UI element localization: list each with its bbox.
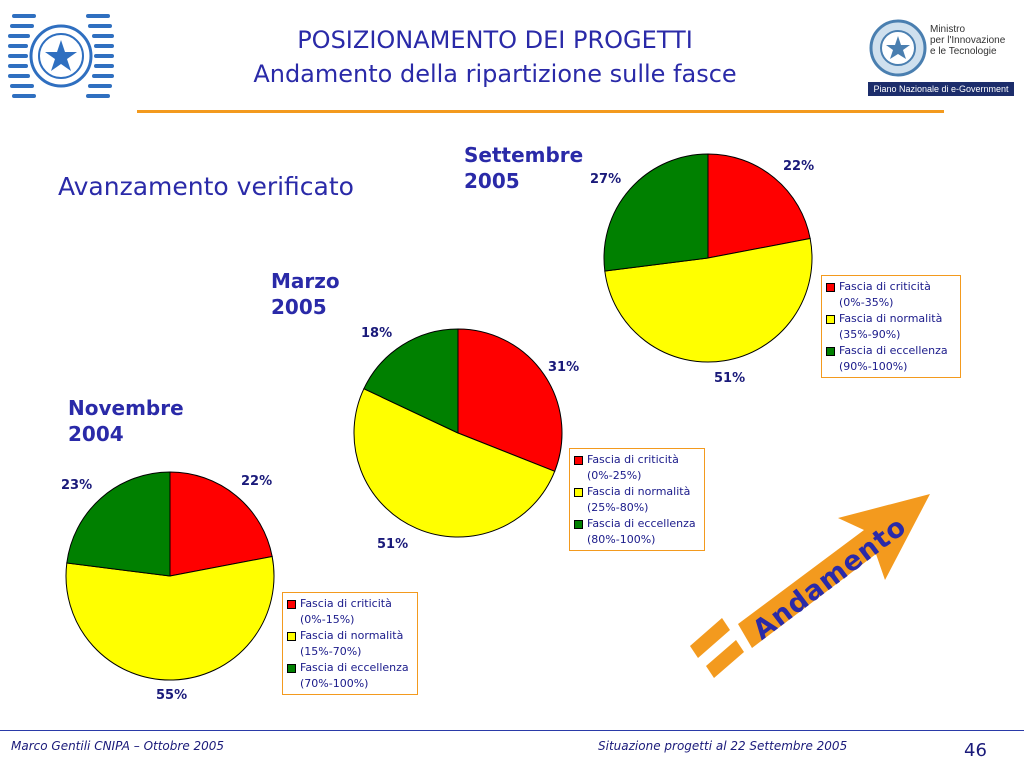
pie-chart-novembre-2004 (65, 471, 275, 681)
legend-range: (0%-35%) (839, 296, 894, 309)
chart-title-line: 2005 (271, 295, 327, 319)
ministry-seal-icon (869, 19, 927, 77)
data-label-normalita: 55% (156, 688, 188, 703)
legend-label: Fascia di eccellenza (587, 517, 696, 530)
pie-slice-criticita (169, 471, 273, 577)
legend-range: (80%-100%) (587, 533, 656, 546)
title-divider (137, 110, 944, 113)
legend-item: Fascia di normalità (35%-90%) (826, 311, 956, 343)
legend-range: (25%-80%) (587, 501, 649, 514)
page-subtitle: Andamento della ripartizione sulle fasce (253, 60, 737, 88)
legend-label: Fascia di criticità (587, 453, 679, 466)
legend-range: (90%-100%) (839, 360, 908, 373)
ministry-line-2: per l'Innovazione (930, 35, 1006, 46)
legend-swatch-red (574, 456, 583, 465)
pie-slice-normalita (353, 388, 556, 538)
trend-arrow-icon (690, 494, 930, 678)
legend-swatch-yellow (574, 488, 583, 497)
legend-label: Fascia di criticità (839, 280, 931, 293)
legend-label: Fascia di normalità (587, 485, 691, 498)
data-label-eccellenza: 27% (590, 172, 622, 187)
data-label-eccellenza: 23% (61, 478, 93, 493)
footer-status: Situazione progetti al 22 Settembre 2005 (598, 739, 848, 753)
pie-chart-settembre-2005 (603, 153, 813, 363)
legend-label: Fascia di normalità (839, 312, 943, 325)
legend-swatch-green (574, 520, 583, 529)
emblem-logo (8, 6, 114, 110)
ministry-line-3: e le Tecnologie (930, 46, 997, 57)
legend-label: Fascia di normalità (300, 629, 404, 642)
chart-legend-settembre-2005: Fascia di criticità (0%-35%) Fascia di no… (821, 275, 961, 378)
chart-title-settembre-2005: Settembre 2005 (464, 142, 583, 194)
footer-author: Marco Gentili CNIPA – Ottobre 2005 (11, 739, 225, 753)
egov-banner: Piano Nazionale di e-Government (868, 82, 1014, 96)
chart-title-line: Novembre (68, 396, 184, 420)
chart-title-marzo-2005: Marzo 2005 (271, 268, 340, 320)
legend-item: Fascia di eccellenza (70%-100%) (287, 660, 413, 692)
page-title: POSIZIONAMENTO DEI PROGETTI (297, 26, 693, 54)
pie-slice-normalita (604, 237, 813, 363)
section-heading: Avanzamento verificato (58, 172, 354, 201)
legend-swatch-green (287, 664, 296, 673)
ministry-logo: Ministro per l'Innovazione e le Tecnolog… (868, 18, 1014, 98)
data-label-eccellenza: 18% (361, 326, 393, 341)
legend-swatch-red (826, 283, 835, 292)
page-number: 46 (964, 740, 987, 761)
pie-chart-marzo-2005 (353, 328, 563, 538)
pie-slice-criticita (457, 328, 563, 472)
legend-swatch-green (826, 347, 835, 356)
chart-title-novembre-2004: Novembre 2004 (68, 395, 184, 447)
pie-slice-eccellenza (363, 328, 459, 434)
legend-item: Fascia di criticità (0%-35%) (826, 279, 956, 311)
legend-swatch-yellow (826, 315, 835, 324)
legend-label: Fascia di eccellenza (300, 661, 409, 674)
legend-item: Fascia di eccellenza (90%-100%) (826, 343, 956, 375)
pie-slice-normalita (65, 555, 275, 681)
footer-divider (0, 730, 1024, 731)
legend-range: (70%-100%) (300, 677, 369, 690)
pie-slice-criticita (707, 153, 811, 259)
legend-swatch-yellow (287, 632, 296, 641)
chart-title-line: 2005 (464, 169, 520, 193)
legend-label: Fascia di eccellenza (839, 344, 948, 357)
data-label-normalita: 51% (714, 371, 746, 386)
chart-legend-marzo-2005: Fascia di criticità (0%-25%) Fascia di no… (569, 448, 705, 551)
chart-title-line: Settembre (464, 143, 584, 167)
legend-item: Fascia di criticità (0%-15%) (287, 596, 413, 628)
legend-swatch-red (287, 600, 296, 609)
pie-slice-eccellenza (603, 153, 709, 272)
ministry-line-1: Ministro (930, 24, 966, 35)
chart-title-line: Marzo (271, 269, 340, 293)
legend-label: Fascia di criticità (300, 597, 392, 610)
legend-item: Fascia di criticità (0%-25%) (574, 452, 700, 484)
legend-range: (0%-25%) (587, 469, 642, 482)
legend-range: (0%-15%) (300, 613, 355, 626)
pie-slice-eccellenza (66, 471, 171, 577)
legend-range: (35%-90%) (839, 328, 901, 341)
data-label-normalita: 51% (377, 537, 409, 552)
legend-item: Fascia di eccellenza (80%-100%) (574, 516, 700, 548)
chart-legend-novembre-2004: Fascia di criticità (0%-15%) Fascia di no… (282, 592, 418, 695)
data-label-criticita: 22% (241, 474, 273, 489)
chart-title-line: 2004 (68, 422, 124, 446)
legend-item: Fascia di normalità (15%-70%) (287, 628, 413, 660)
legend-range: (15%-70%) (300, 645, 362, 658)
legend-item: Fascia di normalità (25%-80%) (574, 484, 700, 516)
data-label-criticita: 22% (783, 159, 815, 174)
data-label-criticita: 31% (548, 360, 580, 375)
